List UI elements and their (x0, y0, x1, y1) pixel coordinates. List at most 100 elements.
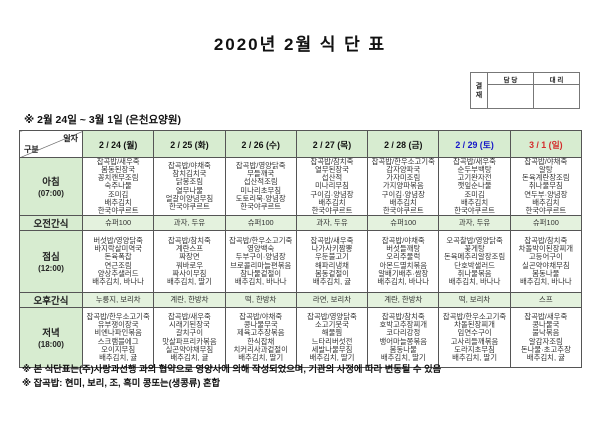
menu-item: 떡, 한방차 (245, 294, 277, 304)
menu-item: 유부쟁이장국 (97, 320, 139, 330)
menu-cell: 슈퍼100 (367, 215, 440, 231)
menu-item: 잡곡밥/새우죽 (167, 312, 211, 322)
menu-item: 두부구이·양념장 (235, 252, 286, 262)
menu-item: 누룽지, 보리차 (95, 294, 141, 304)
menu-item: 돈육메추리알장조림 (443, 252, 506, 262)
menu-item: 무들깨국 (247, 169, 275, 179)
menu-item: 소고기뭇국 (314, 320, 349, 330)
menu-item: 오이지무침 (101, 344, 136, 354)
menu-item: 미나리무침 (314, 181, 349, 191)
approval-blank-manager (487, 84, 534, 109)
menu-cell: 잡곡밥/야채죽 버섯들깨탕 오리주물럭 아몬드멸치볶음 알배기배추·쌈장 배추김치, 바나… (367, 230, 440, 293)
menu-cell: 슈퍼100 (509, 215, 583, 231)
week-range-subtitle: ※ 2월 24일 ~ 3월 1일 (은천요양원) (24, 114, 181, 126)
menu-item: 과자, 두유 (458, 217, 491, 227)
menu-cell: 계란, 한방차 (367, 292, 440, 308)
approval-stamp-label: 결재 (470, 72, 488, 109)
menu-item: 잡곡밥/야채죽 (239, 312, 283, 322)
menu-cell: 잡곡밥/한우소고기죽 차돌된장찌개 임연수구이 고사리들깨볶음 도라지초무침 배추김치, … (438, 307, 511, 368)
menu-item: 한국야쿠르트 (169, 201, 210, 211)
menu-item: 실곤약야채무침 (522, 260, 570, 270)
menu-cell: 잡곡밥/한우소고기죽 감자양파국 가자미조림 가지양파볶음 구이김·양념장 배추김치 한국야… (367, 157, 440, 216)
menu-item: 배추김치 (389, 197, 417, 207)
menu-item: 콩나물국 (532, 320, 560, 330)
menu-item: 배추김치, 바나나 (519, 276, 572, 286)
menu-cell: 과자, 두유 (295, 215, 369, 231)
menu-item: 봄동겉절이 (314, 268, 349, 278)
day-header: 2 / 24 (월) (81, 130, 155, 158)
menu-item: 닭봉조림 (175, 177, 204, 187)
menu-item: 세발나물무침 (311, 344, 353, 354)
menu-item: 도라지초무침 (454, 344, 495, 354)
menu-item: 계란스프 (175, 244, 204, 254)
menu-cell: 잡곡밥/참치죽 호박고추장찌개 코다리강정 뱅어마늘쫑볶음 봄동나물 배추김치, 딸기 (367, 307, 440, 368)
menu-item: 꽁치캔무조림 (97, 173, 139, 183)
menu-cell: 잡곡밥/영양닭죽 무들깨국 섭산적조림 미나리초무침 도토리묵·양념장 한국야쿠르트 (224, 157, 297, 216)
menu-item: 배추김치 (104, 197, 132, 207)
menu-cell: 과자, 두유 (438, 215, 511, 231)
menu-table-body: 아침 (07:00) 잡곡밥/새우죽 봄동된장국 꽁치캔무조림 숙주나물 조미김 배추김치 한국… (19, 157, 583, 368)
menu-item: 배추김치, 바나나 (377, 276, 430, 286)
menu-cell: 오곡찰밥/영양닭죽 꽃게탕 돈육메추리알장조림 단호박샐러드 취나물볶음 배추김치, 바나… (438, 230, 511, 293)
menu-item: 잡곡밥/참치죽 (381, 312, 425, 322)
menu-item: 봄동된장국 (101, 165, 136, 175)
menu-item: 가자미조림 (386, 173, 421, 183)
menu-cell: 슈퍼100 (81, 215, 155, 231)
footnote-agreement: ※ 본 식단표는(주)사랑과선행 과의 협약으로 영양사에 의해 작성되었으며,… (22, 364, 442, 374)
menu-item: 해파리냉채 (314, 260, 349, 270)
menu-item: 조미김 (107, 189, 129, 199)
menu-item: 라면, 보리차 (312, 294, 352, 304)
meal-time-label: (12:00) (38, 264, 64, 273)
menu-item: 배추김치, 딸기 (238, 352, 284, 362)
menu-item: 고사리들깨볶음 (450, 336, 499, 346)
page-title: 2020년 2월 식 단 표 (213, 35, 387, 54)
menu-item: 배추김치, 바나나 (448, 276, 501, 286)
meal-row-label: 점심 (12:00) (19, 230, 83, 293)
corner-date-label: 일자 (63, 134, 78, 143)
menu-item: 한국야쿠르트 (311, 205, 353, 215)
menu-item: 배추김치, 바나나 (234, 276, 287, 286)
approval-table: 결재 담 당 대 리 (470, 72, 580, 109)
menu-item: 도토리묵·양념장 (235, 193, 286, 203)
footnote-grains: ※ 잡곡밥: 현미, 보리, 조, 흑미 콩또는(생콩류) 혼합 (22, 378, 221, 388)
menu-item: 아몬드멸치볶음 (379, 260, 428, 270)
menu-item: 배추김치 (532, 197, 560, 207)
menu-item: 잡곡밥/영양닭죽 (307, 312, 357, 322)
menu-cell: 과자, 두유 (153, 215, 226, 231)
menu-item: 잡곡밥/새우죽 (96, 157, 140, 167)
meal-row-label: 아침 (07:00) (19, 157, 83, 216)
menu-item: 짜장면 (179, 252, 200, 262)
menu-item: 돈육계란장조림 (522, 173, 570, 183)
menu-cell: 잡곡밥/참치죽 계란스프 짜장면 꿔바로우 짜사이무침 배추김치, 딸기 (153, 230, 226, 293)
menu-cell: 잡곡밥/새우죽 콩나물국 불낙볶음 알감자조림 돈나물·초고추장 배추김치, 귤 (509, 307, 583, 368)
menu-item: 불낙볶음 (532, 328, 560, 338)
menu-item: 알배기배추·쌈장 (378, 268, 429, 278)
menu-table: 일자 구분 2 / 24 (월) 2 / 25 (화) 2 / 26 (수) 2 / 27… (19, 130, 583, 368)
day-header: 2 / 27 (목) (295, 130, 369, 158)
menu-item: 배추김치, 딸기 (309, 352, 355, 362)
menu-cell: 잡곡밥/새우죽 봄동된장국 꽁치캔무조림 숙주나물 조미김 배추김치 한국야쿠르트 (81, 157, 155, 216)
menu-cell: 잡곡밥/한우소고기죽 유부쟁이장국 비엔나파인볶음 스크램블에그 오이지무침 배추김치, … (81, 307, 155, 368)
menu-item: 호박고추장찌개 (379, 320, 428, 330)
menu-item: 알감자조림 (528, 336, 563, 346)
menu-cell: 잡곡밥/야채죽 콩나물무국 제육고추장볶음 한식잡채 치커리사과겉절이 배추김치, 딸기 (224, 307, 297, 368)
menu-item: 고등어구이 (528, 252, 563, 262)
day-header: 2 / 26 (수) (224, 130, 297, 158)
menu-item: 우둔불고기 (314, 252, 349, 262)
menu-cell: 잡곡밥/한우소고기죽 영양백숙 두부구이·양념장 브로콜리마늘편볶음 참나물겉절이 배추김… (224, 230, 297, 293)
menu-item: 잡곡밥/한우소고기죽 (442, 312, 507, 322)
menu-item: 깻잎순나물 (457, 181, 492, 191)
menu-item: 나가사키짬뽕 (311, 244, 353, 254)
menu-cell: 스프 (509, 292, 583, 308)
menu-item: 알탕 (539, 165, 553, 175)
menu-item: 슈퍼100 (247, 217, 274, 227)
menu-item: 버섯밥/영양닭죽 (93, 236, 143, 246)
menu-item: 제육고추장볶음 (236, 328, 285, 338)
menu-item: 열무나물 (175, 185, 204, 195)
menu-cell: 잡곡밥/야채죽 알탕 돈육계란장조림 취나물무침 연두부·양념장 배추김치 한국야쿠르트 (509, 157, 583, 216)
menu-item: 브로콜리마늘편볶음 (230, 260, 292, 270)
menu-item: 참나물겉절이 (240, 268, 282, 278)
menu-item: 오리주물럭 (386, 252, 421, 262)
menu-item: 콩나물무국 (243, 320, 278, 330)
menu-item: 임연수구이 (457, 328, 492, 338)
